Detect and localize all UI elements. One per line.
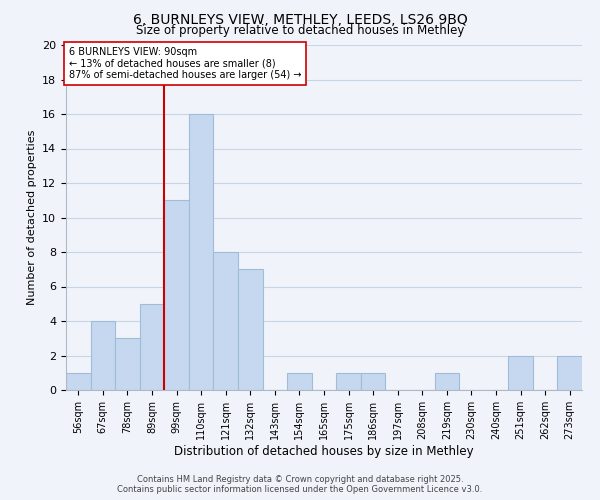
Bar bbox=[508, 356, 533, 390]
Bar bbox=[66, 373, 91, 390]
Bar bbox=[336, 373, 361, 390]
Bar bbox=[557, 356, 582, 390]
Bar bbox=[287, 373, 312, 390]
Text: 6 BURNLEYS VIEW: 90sqm
← 13% of detached houses are smaller (8)
87% of semi-deta: 6 BURNLEYS VIEW: 90sqm ← 13% of detached… bbox=[68, 46, 301, 80]
X-axis label: Distribution of detached houses by size in Methley: Distribution of detached houses by size … bbox=[174, 444, 474, 458]
Y-axis label: Number of detached properties: Number of detached properties bbox=[26, 130, 37, 305]
Bar bbox=[140, 304, 164, 390]
Bar bbox=[361, 373, 385, 390]
Bar bbox=[91, 321, 115, 390]
Bar bbox=[189, 114, 214, 390]
Bar bbox=[434, 373, 459, 390]
Bar bbox=[238, 269, 263, 390]
Bar bbox=[164, 200, 189, 390]
Text: Contains HM Land Registry data © Crown copyright and database right 2025.
Contai: Contains HM Land Registry data © Crown c… bbox=[118, 474, 482, 494]
Text: Size of property relative to detached houses in Methley: Size of property relative to detached ho… bbox=[136, 24, 464, 37]
Text: 6, BURNLEYS VIEW, METHLEY, LEEDS, LS26 9BQ: 6, BURNLEYS VIEW, METHLEY, LEEDS, LS26 9… bbox=[133, 12, 467, 26]
Bar bbox=[115, 338, 140, 390]
Bar bbox=[214, 252, 238, 390]
